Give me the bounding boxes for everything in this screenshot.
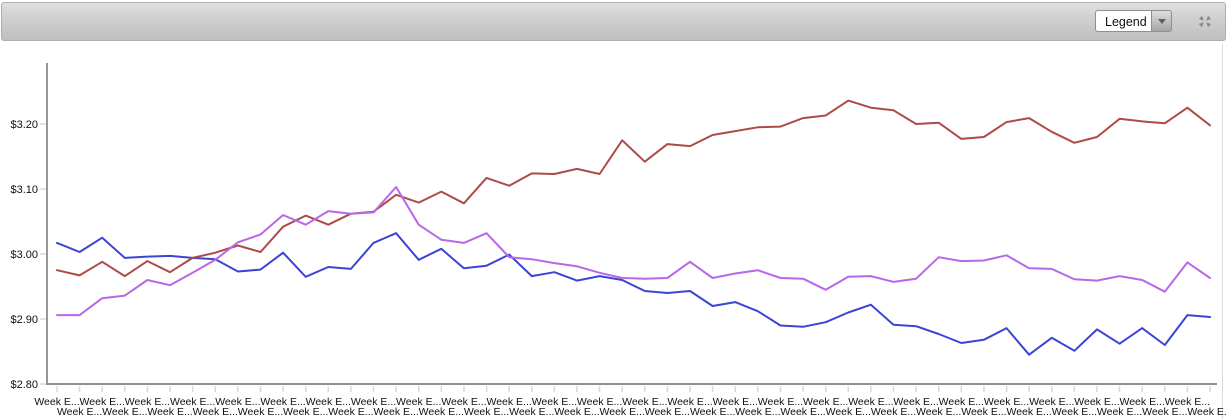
legend-dropdown[interactable]: Legend	[1095, 10, 1172, 32]
x-tick-label: Week E...	[1142, 406, 1187, 418]
y-tick-label: $3.10	[10, 184, 38, 196]
x-tick-label: Week E...	[328, 406, 373, 418]
x-tick-label: Week E...	[532, 396, 577, 408]
x-tick-label: Week E...	[961, 406, 1006, 418]
x-tick-label: Week E...	[486, 396, 531, 408]
x-tick-label: Week E...	[984, 396, 1029, 408]
x-tick-label: Week E...	[34, 396, 79, 408]
x-tick-label: Week E...	[554, 406, 599, 418]
x-tick-label: Week E...	[1052, 406, 1097, 418]
y-tick-label: $2.90	[10, 314, 38, 326]
x-tick-label: Week E...	[125, 396, 170, 408]
x-tick-label: Week E...	[600, 406, 645, 418]
x-tick-label: Week E...	[577, 396, 622, 408]
x-tick-label: Week E...	[713, 396, 758, 408]
x-tick-label: Week E...	[509, 406, 554, 418]
x-tick-label: Week E...	[306, 396, 351, 408]
x-tick-label: Week E...	[848, 396, 893, 408]
x-tick-label: Week E...	[396, 396, 441, 408]
x-tick-label: Week E...	[441, 396, 486, 408]
x-tick-label: Week E...	[871, 406, 916, 418]
x-tick-label: Week E...	[1120, 396, 1165, 408]
collapse-icon-glyph	[1198, 15, 1212, 28]
x-tick-label: Week E...	[102, 406, 147, 418]
x-tick-label: Week E...	[826, 406, 871, 418]
x-tick-label: Week E...	[1006, 406, 1051, 418]
legend-dropdown-value[interactable]: Legend	[1095, 10, 1151, 32]
x-tick-label: Week E...	[80, 396, 125, 408]
y-tick-label: $3.20	[10, 119, 38, 131]
x-tick-label: Week E...	[464, 406, 509, 418]
series-line-red	[56, 99, 1211, 278]
x-tick-label: Week E...	[780, 406, 825, 418]
x-tick-label: Week E...	[260, 396, 305, 408]
x-tick-label: Week E...	[1029, 396, 1074, 408]
x-tick-label: Week E...	[1074, 396, 1119, 408]
x-tick-label: Week E...	[147, 406, 192, 418]
x-tick-label: Week E...	[916, 406, 961, 418]
x-tick-label: Week E...	[803, 396, 848, 408]
x-tick-label: Week E...	[893, 396, 938, 408]
x-tick-label: Week E...	[193, 406, 238, 418]
x-tick-label: Week E...	[373, 406, 418, 418]
x-tick-label: Week E...	[622, 396, 667, 408]
x-tick-label: Week E...	[283, 406, 328, 418]
chevron-down-icon	[1157, 19, 1166, 24]
x-tick-label: Week E...	[57, 406, 102, 418]
x-tick-label: Week E...	[1187, 406, 1227, 418]
x-tick-label: Week E...	[690, 406, 735, 418]
x-tick-label: Week E...	[238, 406, 283, 418]
x-tick-label: Week E...	[215, 396, 260, 408]
x-tick-label: Week E...	[1165, 396, 1210, 408]
x-tick-label: Week E...	[758, 396, 803, 408]
legend-dropdown-trigger[interactable]	[1151, 10, 1172, 32]
x-tick-label: Week E...	[667, 396, 712, 408]
x-tick-label: Week E...	[645, 406, 690, 418]
series-line-purple	[56, 186, 1211, 317]
x-tick-label: Week E...	[1097, 406, 1142, 418]
x-tick-label: Week E...	[419, 406, 464, 418]
x-tick-label: Week E...	[351, 396, 396, 408]
x-tick-label: Week E...	[735, 406, 780, 418]
y-tick-label: $2.80	[10, 379, 38, 391]
x-tick-label: Week E...	[939, 396, 984, 408]
collapse-icon[interactable]	[1197, 14, 1213, 29]
x-tick-label: Week E...	[170, 396, 215, 408]
y-tick-label: $3.00	[10, 249, 38, 261]
chart-toolbar: Legend	[1, 2, 1226, 41]
series-line-blue	[56, 232, 1211, 356]
